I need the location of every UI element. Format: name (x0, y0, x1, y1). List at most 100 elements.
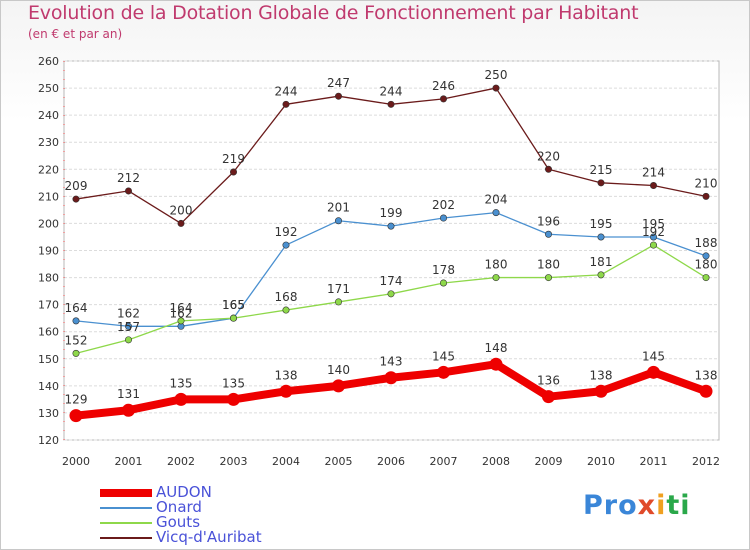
data-point (174, 392, 188, 406)
data-label: 215 (590, 163, 613, 177)
y-tick-label: 130 (38, 407, 59, 420)
data-label: 195 (590, 217, 613, 231)
data-point (439, 214, 447, 222)
data-label: 209 (65, 179, 88, 193)
data-label: 162 (170, 306, 193, 320)
x-tick-label: 2011 (640, 455, 668, 468)
data-point (387, 290, 395, 298)
x-tick-label: 2010 (587, 455, 615, 468)
data-point (282, 306, 290, 314)
data-point (334, 217, 342, 225)
data-label: 164 (65, 301, 88, 315)
data-point (492, 274, 500, 282)
data-point (702, 274, 710, 282)
data-label: 210 (695, 176, 718, 190)
data-label: 138 (590, 368, 613, 382)
logo-part-2: x (637, 490, 657, 521)
data-point (282, 241, 290, 249)
data-label: 180 (537, 258, 560, 272)
data-point (384, 371, 398, 385)
y-tick-label: 190 (38, 245, 59, 258)
data-label: 135 (170, 376, 193, 390)
data-label: 244 (380, 84, 403, 98)
y-tick-label: 150 (38, 353, 59, 366)
data-label: 196 (537, 214, 560, 228)
y-tick-label: 140 (38, 380, 59, 393)
x-tick-label: 2008 (482, 455, 510, 468)
data-point (279, 384, 293, 398)
data-point (594, 384, 608, 398)
legend-swatch (100, 507, 152, 509)
data-label: 135 (222, 376, 245, 390)
data-label: 157 (117, 320, 140, 334)
data-label: 199 (380, 206, 403, 220)
data-label: 202 (432, 198, 455, 212)
data-label: 174 (380, 274, 403, 288)
data-label: 192 (642, 225, 665, 239)
data-point (492, 84, 500, 92)
data-label: 168 (275, 290, 298, 304)
data-label: 181 (590, 255, 613, 269)
data-point (649, 233, 657, 241)
legend-swatch (100, 522, 152, 524)
y-tick-label: 200 (38, 217, 59, 230)
data-label: 131 (117, 387, 140, 401)
data-label: 180 (695, 258, 718, 272)
data-label: 244 (275, 84, 298, 98)
data-point (544, 230, 552, 238)
data-point (177, 219, 185, 227)
x-tick-label: 2007 (430, 455, 458, 468)
data-point (542, 390, 555, 404)
y-tick-label: 210 (38, 190, 59, 203)
data-point (332, 379, 345, 393)
data-point (227, 392, 240, 406)
data-point (597, 271, 605, 279)
x-tick-label: 2002 (167, 455, 195, 468)
data-point (597, 179, 605, 187)
data-label: 140 (327, 363, 350, 377)
data-label: 212 (117, 171, 140, 185)
data-label: 138 (275, 368, 298, 382)
data-label: 145 (642, 349, 665, 363)
y-tick-label: 160 (38, 326, 59, 339)
data-point (699, 384, 713, 398)
y-tick-label: 220 (38, 163, 59, 176)
data-label: 246 (432, 79, 455, 93)
legend-label: Vicq-d'Auribat (156, 528, 262, 546)
y-tick-label: 230 (38, 136, 59, 149)
data-point (387, 222, 395, 230)
data-point (72, 349, 80, 357)
x-tick-label: 2005 (325, 455, 353, 468)
data-label: 195 (642, 217, 665, 231)
y-tick-label: 260 (38, 55, 59, 68)
data-label: 178 (432, 263, 455, 277)
data-point (72, 317, 80, 325)
data-point (387, 100, 395, 108)
data-label: 164 (170, 301, 193, 315)
x-tick-label: 2000 (62, 455, 90, 468)
data-label: 165 (222, 298, 245, 312)
data-point (489, 357, 503, 371)
data-label: 180 (485, 258, 508, 272)
data-label: 192 (275, 225, 298, 239)
logo-part-1: Pro (583, 490, 638, 521)
data-point (544, 274, 552, 282)
x-tick-label: 2012 (692, 455, 720, 468)
data-point (125, 322, 133, 330)
data-point (334, 92, 342, 100)
data-label: 201 (327, 201, 350, 215)
data-point (439, 279, 447, 287)
data-point (282, 100, 290, 108)
x-tick-label: 2009 (535, 455, 563, 468)
data-point (544, 165, 552, 173)
data-label: 129 (65, 393, 88, 407)
data-label: 204 (485, 193, 508, 207)
data-label: 200 (170, 203, 193, 217)
legend-label: Onard (156, 498, 202, 516)
data-point (649, 182, 657, 190)
data-label: 143 (380, 355, 403, 369)
data-label: 214 (642, 166, 665, 180)
data-point (597, 233, 605, 241)
y-tick-label: 250 (38, 82, 59, 95)
data-label: 148 (485, 341, 508, 355)
